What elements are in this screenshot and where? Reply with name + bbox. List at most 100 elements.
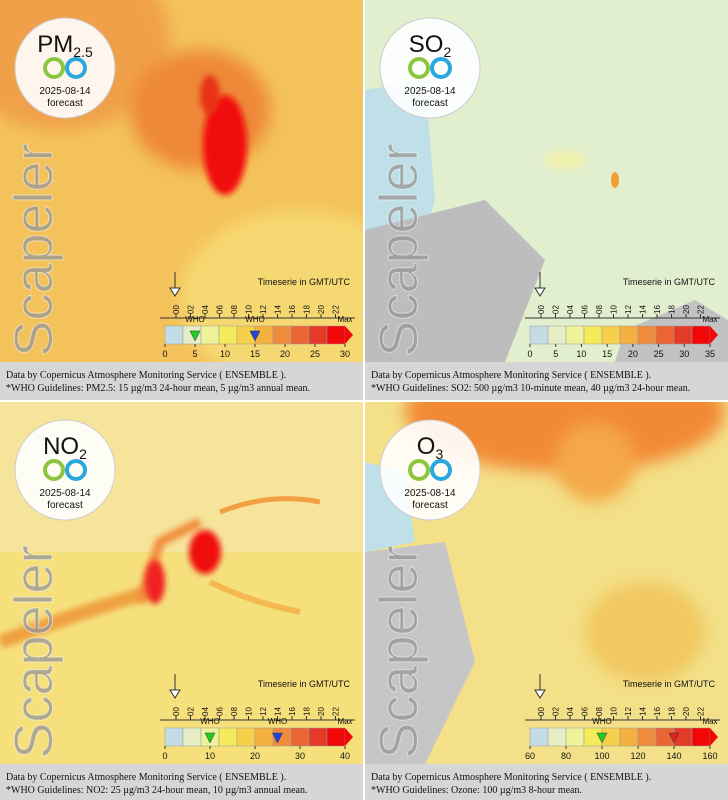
pollutant-title: O3 [417, 433, 444, 462]
scale-tick-label: 30 [295, 751, 305, 761]
hour-label: 08 [595, 305, 604, 314]
hour-label: 18 [303, 707, 312, 716]
who-label: WHO [245, 315, 265, 324]
footer-text: Data by Copernicus Atmosphere Monitoring… [371, 772, 651, 783]
scale-cell [254, 727, 274, 747]
forecast-label: forecast [412, 500, 448, 511]
scale-cell [619, 325, 639, 345]
scale-cell [218, 727, 238, 747]
footer-text: *WHO Guidelines: NO2: 25 µg/m3 24-hour m… [6, 785, 307, 796]
hour-label: 22 [697, 707, 706, 716]
scale-cell [164, 727, 184, 747]
max-label: Max [702, 717, 717, 726]
scale-cell [565, 325, 585, 345]
time-arrow [534, 674, 546, 699]
hour-label: 00 [172, 305, 181, 314]
scale-tick-label: 20 [280, 349, 290, 359]
hour-label: 04 [201, 707, 210, 716]
forecast-label: forecast [412, 98, 448, 109]
footer-text: Data by Copernicus Atmosphere Monitoring… [6, 370, 286, 381]
scale-tick-label: 20 [250, 751, 260, 761]
hour-label: 20 [317, 707, 326, 716]
scale-cell [164, 325, 184, 345]
hour-label: 10 [245, 707, 254, 716]
time-arrow [534, 272, 546, 297]
footer-text: Data by Copernicus Atmosphere Monitoring… [371, 370, 651, 381]
scale-tick-label: 160 [702, 751, 717, 761]
hour-label: 14 [274, 305, 283, 314]
who-marker [272, 732, 283, 744]
footer-bg [365, 362, 728, 400]
scale-cell [308, 727, 328, 747]
pollutant-name: O [417, 433, 436, 460]
scale-cell [182, 727, 202, 747]
timeserie-label: Timeserie in GMT/UTC [623, 277, 716, 287]
scale-tick-label: 40 [340, 751, 350, 761]
hour-label: 02 [552, 707, 561, 716]
date: 2025-08-14 [404, 86, 456, 97]
panel: Data by Copernicus Atmosphere Monitoring… [0, 402, 363, 800]
scale-tick-label: 15 [602, 349, 612, 359]
watermark: Scapeler [4, 143, 64, 356]
timeserie-label: Timeserie in GMT/UTC [258, 679, 351, 689]
scale-cell [200, 325, 220, 345]
watermark: Scapeler [369, 143, 429, 356]
scale-tick-label: 0 [162, 349, 167, 359]
panel: Data by Copernicus Atmosphere Monitoring… [365, 402, 728, 800]
scale-cell [218, 325, 238, 345]
scale-cell [673, 325, 693, 345]
hour-label: 02 [187, 707, 196, 716]
hour-label: 16 [288, 707, 297, 716]
scale-max-arrow [345, 728, 353, 746]
hour-label: 06 [216, 305, 225, 314]
hour-label: 12 [259, 305, 268, 314]
pollutant-subscript: 2.5 [73, 44, 93, 60]
max-label: Max [337, 315, 352, 324]
scale-max-arrow [710, 326, 718, 344]
max-label: Max [337, 717, 352, 726]
footer-bg [365, 764, 728, 800]
scale-cell [308, 325, 328, 345]
scale-max-arrow [345, 326, 353, 344]
logo-ring [430, 57, 452, 79]
scale-cell [619, 727, 639, 747]
scale-tick-label: 35 [705, 349, 715, 359]
hour-label: 06 [216, 707, 225, 716]
hour-label: 18 [303, 305, 312, 314]
scale-cell [583, 325, 603, 345]
logo-ring [43, 459, 65, 481]
watermark: Scapeler [369, 545, 429, 758]
scale-cell [326, 325, 346, 345]
scale-tick-label: 100 [594, 751, 609, 761]
who-marker [204, 732, 216, 744]
scale-tick-label: 10 [205, 751, 215, 761]
hour-label: 06 [581, 707, 590, 716]
scale-tick-label: 10 [220, 349, 230, 359]
scale-cell [601, 325, 621, 345]
logo-ring [65, 57, 87, 79]
hour-label: 00 [537, 707, 546, 716]
watermark: Scapeler [4, 545, 64, 758]
map [365, 0, 728, 362]
hour-label: 16 [653, 707, 662, 716]
footer-text: *WHO Guidelines: PM2.5: 15 µg/m3 24-hour… [6, 383, 310, 394]
who-marker [668, 732, 680, 744]
hour-label: 02 [552, 305, 561, 314]
scale-tick-label: 20 [628, 349, 638, 359]
hour-label: 08 [230, 305, 239, 314]
scale-tick-label: 5 [192, 349, 197, 359]
logo-ring [430, 459, 452, 481]
logo-ring [43, 57, 65, 79]
pollutant-subscript: 3 [435, 446, 443, 462]
hour-label: 08 [595, 707, 604, 716]
scale-tick-label: 140 [666, 751, 681, 761]
scale-cell [547, 325, 567, 345]
hour-label: 10 [610, 305, 619, 314]
hour-label: 22 [332, 707, 341, 716]
scale-tick-label: 0 [162, 751, 167, 761]
timeserie-label: Timeserie in GMT/UTC [623, 679, 716, 689]
scale-cell [565, 727, 585, 747]
scale-tick-label: 30 [679, 349, 689, 359]
hour-label: 16 [288, 305, 297, 314]
